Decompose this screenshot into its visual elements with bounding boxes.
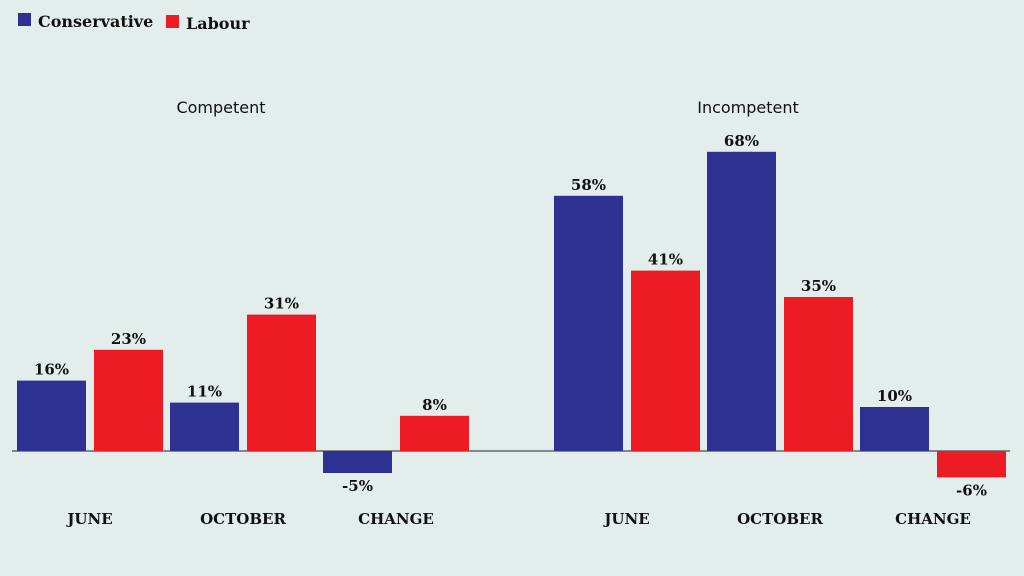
data-label-competent-june-conservative: 16% bbox=[34, 361, 69, 379]
panel-competent: Competent 16% 23% JUNE 11% 31% OCTOBER -5% 8% CH… bbox=[17, 98, 469, 528]
legend-swatch-labour bbox=[166, 15, 179, 28]
legend: Conservative Labour bbox=[18, 12, 250, 33]
bar-incompetent-june-conservative bbox=[554, 195, 623, 451]
bar-competent-june-conservative bbox=[17, 380, 86, 451]
category-label-incompetent-october: OCTOBER bbox=[737, 510, 823, 528]
data-label-competent-october-conservative: 11% bbox=[187, 383, 222, 401]
data-label-incompetent-change-conservative: 10% bbox=[877, 387, 912, 405]
legend-swatch-conservative bbox=[18, 13, 31, 26]
data-label-incompetent-october-conservative: 68% bbox=[724, 132, 759, 150]
data-label-competent-october-labour: 31% bbox=[264, 295, 299, 313]
bar-incompetent-october-conservative bbox=[707, 151, 776, 452]
bar-incompetent-october-labour bbox=[784, 297, 853, 451]
data-label-competent-change-labour: 8% bbox=[422, 396, 447, 414]
bar-incompetent-june-labour bbox=[631, 270, 700, 451]
legend-label-labour: Labour bbox=[186, 14, 250, 33]
category-label-incompetent-change: CHANGE bbox=[895, 510, 971, 528]
bar-competent-october-labour bbox=[247, 314, 316, 451]
panel-incompetent: Incompetent 58% 41% JUNE 68% 35% OCTOBER 10% -6… bbox=[554, 98, 1006, 528]
bar-incompetent-change-conservative bbox=[860, 407, 929, 451]
data-label-incompetent-june-conservative: 58% bbox=[571, 176, 606, 194]
bar-competent-change-conservative bbox=[323, 451, 392, 473]
bar-competent-october-conservative bbox=[170, 402, 239, 451]
legend-label-conservative: Conservative bbox=[38, 12, 153, 31]
panel-title-competent: Competent bbox=[176, 98, 265, 117]
data-label-incompetent-june-labour: 41% bbox=[648, 251, 683, 269]
category-label-competent-june: JUNE bbox=[65, 510, 112, 528]
category-label-competent-change: CHANGE bbox=[358, 510, 434, 528]
data-label-competent-change-conservative: -5% bbox=[342, 477, 373, 495]
bar-competent-change-labour bbox=[400, 415, 469, 451]
data-label-incompetent-change-labour: -6% bbox=[956, 481, 987, 499]
panel-title-incompetent: Incompetent bbox=[697, 98, 799, 117]
bar-incompetent-change-labour bbox=[937, 451, 1006, 478]
data-label-competent-june-labour: 23% bbox=[111, 330, 146, 348]
category-label-competent-october: OCTOBER bbox=[200, 510, 286, 528]
bar-competent-june-labour bbox=[94, 349, 163, 451]
data-label-incompetent-october-labour: 35% bbox=[801, 277, 836, 295]
category-label-incompetent-june: JUNE bbox=[602, 510, 649, 528]
